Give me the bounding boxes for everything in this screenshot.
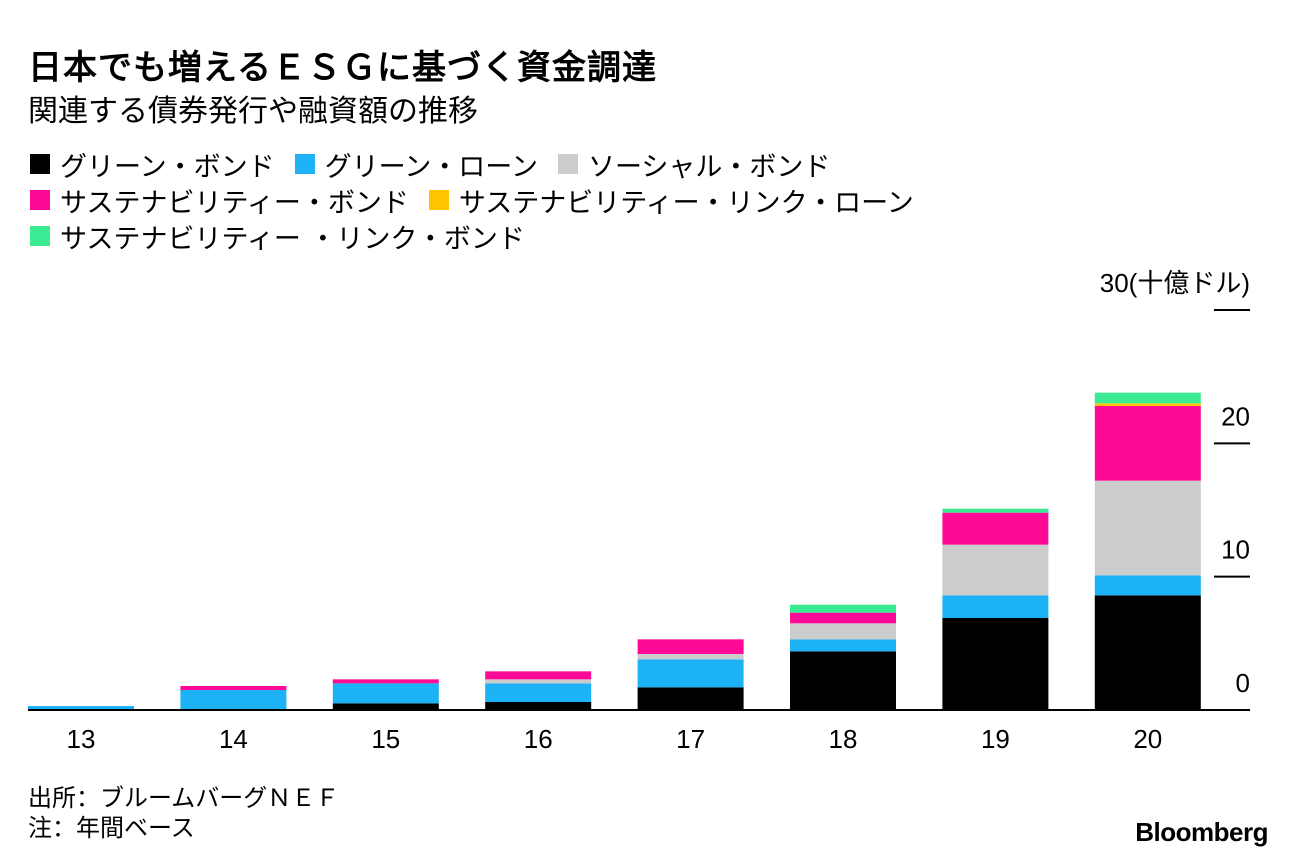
y-tick-label: 10	[1221, 535, 1250, 565]
bar-segment	[1094, 403, 1201, 406]
bar-segment	[942, 544, 1049, 596]
legend-item-sustainability-bond: サステナビリティー・ボンド	[30, 181, 409, 220]
x-tick-label: 17	[676, 724, 705, 754]
legend-label: グリーン・ローン	[324, 151, 538, 183]
bar-segment	[485, 679, 592, 684]
y-tick-label: 20	[1221, 401, 1250, 431]
legend-swatch	[30, 154, 50, 174]
legend-label: ソーシャル・ボンド	[587, 151, 831, 183]
bar-segment	[332, 683, 439, 704]
y-tick-label: 0	[1236, 668, 1250, 698]
legend-label: サステナビリティー・リンク・ローン	[458, 187, 914, 219]
bloomberg-logo: Bloomberg	[1135, 817, 1268, 847]
legend-item-green-loan: グリーン・ローン	[294, 145, 538, 184]
legend-row-2: サステナビリティー・ボンド サステナビリティー・リンク・ローン	[30, 181, 1030, 220]
x-tick-label: 19	[981, 724, 1010, 754]
x-tick-label: 13	[67, 724, 96, 754]
x-tick-label: 20	[1133, 724, 1162, 754]
bar-segment	[790, 639, 896, 652]
bar-segment	[1094, 575, 1201, 596]
legend-swatch	[30, 226, 50, 246]
bar-segment	[637, 659, 744, 688]
bar-segment	[1094, 392, 1201, 404]
bar-segment	[790, 623, 896, 640]
legend: グリーン・ボンド グリーン・ローン ソーシャル・ボンド サステナビリティー・ボン…	[30, 145, 1030, 256]
bar-segment	[942, 595, 1049, 618]
bar-segment	[790, 604, 896, 613]
bar-segment	[942, 508, 1049, 513]
bar-segment	[28, 706, 134, 710]
legend-label: サステナビリティー・ボンド	[60, 187, 409, 219]
legend-label: サステナビリティー ・リンク・ボンド	[60, 223, 525, 255]
x-tick-label: 14	[219, 724, 248, 754]
bar-segment	[485, 671, 592, 680]
y-axis-unit-label: 30(十億ドル)	[1100, 268, 1250, 298]
legend-swatch	[428, 190, 449, 210]
bar-segment	[790, 651, 896, 710]
x-tick-label: 18	[829, 724, 858, 754]
legend-swatch	[30, 190, 50, 210]
bar-segment	[1094, 406, 1201, 481]
bar-segment	[485, 683, 592, 702]
bar-segment	[942, 512, 1049, 545]
bar-segment	[637, 687, 744, 710]
x-tick-label: 16	[524, 724, 553, 754]
legend-swatch	[557, 154, 578, 174]
bar-segment	[1094, 480, 1201, 576]
legend-item-sustainability-linked-bond: サステナビリティー ・リンク・ボンド	[30, 217, 525, 256]
x-tick-label: 15	[371, 724, 400, 754]
bar-segment	[332, 679, 439, 684]
footnote: 注：年間ベース	[28, 814, 195, 842]
source-note: 出所：ブルームバーグＮＥＦ	[28, 784, 340, 812]
legend-swatch	[294, 154, 315, 174]
bar-segment	[332, 703, 439, 710]
bar-segment	[180, 690, 287, 710]
legend-item-sustainability-linked-loan: サステナビリティー・リンク・ローン	[428, 181, 914, 220]
legend-item-green-bond: グリーン・ボンド	[30, 145, 275, 184]
legend-item-social-bond: ソーシャル・ボンド	[557, 145, 831, 184]
bar-segment	[942, 618, 1049, 710]
legend-row-1: グリーン・ボンド グリーン・ローン ソーシャル・ボンド	[30, 145, 1030, 184]
bar-segment	[637, 639, 744, 654]
chart-title: 日本でも増えるＥＳＧに基づく資金調達	[28, 48, 657, 88]
bar-segment	[485, 702, 592, 710]
legend-label: グリーン・ボンド	[60, 151, 275, 183]
legend-row-3: サステナビリティー ・リンク・ボンド	[30, 217, 1030, 256]
bar-segment	[180, 686, 287, 690]
bar-segment	[637, 654, 744, 660]
bar-segment	[790, 612, 896, 624]
bar-segment	[1094, 595, 1201, 710]
chart-subtitle: 関連する債券発行や融資額の推移	[28, 94, 478, 129]
